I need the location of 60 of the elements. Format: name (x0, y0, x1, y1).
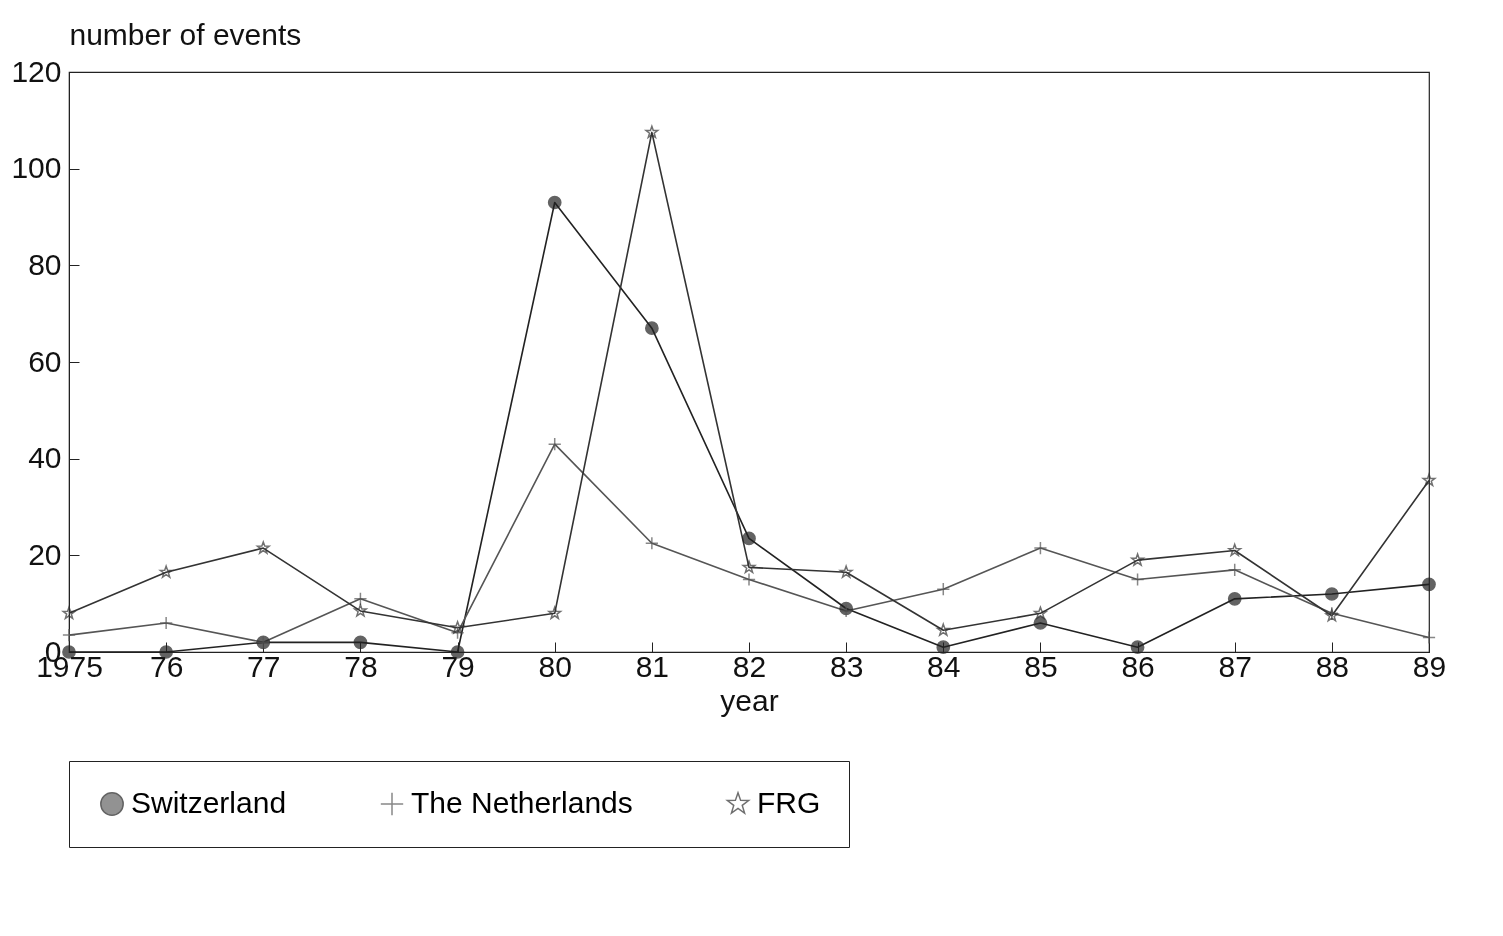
y-tick-label: 20 (28, 537, 62, 571)
point (548, 606, 562, 620)
point (1033, 606, 1047, 620)
point (451, 620, 465, 634)
point (742, 531, 756, 546)
x-tick-label: 82 (732, 649, 767, 683)
point (1422, 630, 1436, 645)
point (256, 541, 270, 554)
point (450, 625, 465, 640)
point (644, 536, 659, 551)
point (1422, 577, 1436, 592)
point (742, 572, 756, 587)
x-axis-title: year (720, 683, 779, 717)
y-axis-title: number of events (69, 17, 302, 51)
x-tick-label: 89 (1412, 649, 1447, 683)
y-tick-label: 80 (28, 247, 62, 281)
point (1130, 640, 1145, 655)
point (353, 635, 368, 650)
y-tick-label: 60 (28, 344, 62, 378)
point (353, 591, 368, 606)
point (159, 565, 173, 578)
point (936, 640, 951, 655)
x-tick-label: 87 (1218, 649, 1252, 683)
x-tick-label: 80 (538, 649, 572, 683)
point (936, 582, 951, 597)
point (839, 565, 853, 578)
point (159, 616, 174, 630)
y-tick-label: 100 (11, 151, 62, 185)
legend-label: The Netherlands (411, 786, 633, 819)
x-tick-label: 85 (1024, 649, 1058, 683)
x-tick-label: 83 (829, 649, 864, 683)
legend-label: Switzerland (131, 786, 287, 819)
point (1324, 587, 1339, 601)
point (62, 606, 76, 620)
point (547, 437, 562, 452)
point (1130, 572, 1145, 587)
legend-label: FRG (757, 786, 821, 819)
x-tick-label: 81 (635, 649, 670, 683)
y-tick-label: 120 (11, 54, 62, 88)
point (547, 195, 562, 210)
point (742, 560, 756, 574)
point (1227, 562, 1242, 577)
point (1228, 543, 1242, 557)
x-tick-label: 76 (149, 649, 184, 683)
point (1033, 541, 1048, 555)
point (1227, 591, 1242, 606)
point (645, 125, 659, 139)
x-tick-label: 84 (927, 649, 961, 683)
y-tick-label: 40 (28, 441, 62, 475)
x-tick-label: 78 (344, 649, 378, 683)
x-tick-label: 86 (1121, 649, 1155, 683)
x-tick-label: 79 (441, 649, 475, 683)
x-tick-label: 88 (1315, 649, 1350, 683)
point (1422, 473, 1436, 487)
point (1131, 553, 1145, 566)
point (644, 321, 659, 336)
point (62, 628, 76, 642)
point (936, 623, 950, 636)
point (353, 604, 367, 617)
x-tick-label: 77 (247, 649, 281, 683)
